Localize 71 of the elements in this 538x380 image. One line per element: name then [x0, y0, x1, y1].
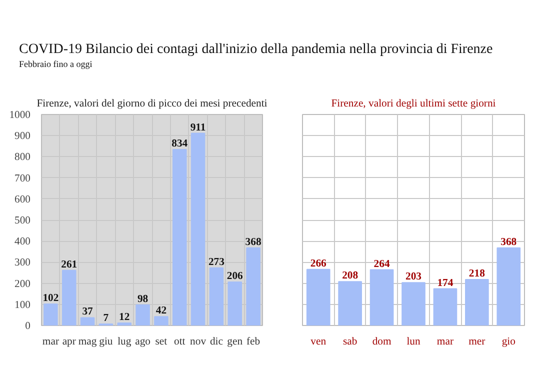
- y-tick-label: 300: [14, 258, 30, 269]
- bar: [228, 282, 242, 326]
- bar: [496, 247, 521, 326]
- data-label: 368: [500, 236, 517, 248]
- x-tick-label: dic: [210, 336, 224, 348]
- bar: [338, 281, 362, 326]
- y-tick-label: 800: [14, 152, 30, 164]
- x-tick-label: mar: [42, 336, 60, 348]
- data-label: 264: [374, 258, 390, 270]
- x-tick-label: ott: [174, 336, 186, 348]
- chart-title: Firenze, valori degli ultimi sette giorni: [331, 98, 496, 110]
- bar: [246, 247, 260, 326]
- data-label: 102: [42, 292, 59, 304]
- x-tick-label: gen: [227, 336, 244, 348]
- data-label: 218: [468, 268, 485, 280]
- data-label: 266: [310, 258, 328, 270]
- data-label: 834: [172, 138, 188, 150]
- x-tick-label: mar: [436, 336, 454, 348]
- bar: [136, 304, 150, 326]
- bar: [154, 316, 168, 326]
- x-tick-label: nov: [190, 336, 207, 348]
- data-label: 174: [437, 278, 454, 289]
- bar: [465, 279, 489, 326]
- y-tick-label: 600: [14, 194, 30, 206]
- bar: [433, 288, 458, 326]
- data-label: 42: [156, 306, 167, 317]
- data-label: 7: [103, 313, 110, 324]
- x-tick-label: mer: [468, 336, 486, 348]
- y-tick-label: 100: [14, 300, 30, 311]
- x-tick-label: apr: [62, 336, 76, 348]
- x-tick-label: lug: [118, 336, 132, 348]
- chart-title: Firenze, valori del giorno di picco dei mesi precedenti: [36, 98, 268, 110]
- data-label: 273: [208, 256, 224, 268]
- data-label: 203: [406, 272, 422, 283]
- y-tick-label: 400: [14, 236, 30, 248]
- bar: [44, 303, 58, 326]
- bar: [190, 132, 206, 326]
- x-tick-label: ven: [310, 336, 327, 348]
- x-tick-label: lun: [406, 336, 421, 348]
- bar: [402, 282, 426, 326]
- x-tick-label: dom: [372, 336, 392, 348]
- bar: [370, 269, 394, 326]
- y-tick-label: 0: [25, 321, 30, 332]
- text: COVID-19 Bilancio dei contagi dall'inizio della pandemia nella provincia di Firenze: [19, 41, 493, 58]
- x-tick-label: feb: [246, 336, 260, 348]
- data-label: 208: [342, 270, 358, 282]
- bar: [80, 317, 95, 326]
- x-tick-label: mag: [78, 336, 98, 348]
- data-label: 261: [61, 259, 78, 270]
- data-label: 37: [82, 306, 94, 318]
- bar: [62, 270, 76, 326]
- data-label: 98: [137, 294, 148, 305]
- x-tick-label: gio: [502, 336, 516, 348]
- x-tick-label: giu: [99, 336, 114, 348]
- y-tick-label: 1000: [9, 110, 30, 121]
- y-tick-label: 900: [14, 131, 30, 142]
- y-tick-label: 500: [14, 216, 30, 226]
- y-tick-label: 700: [14, 173, 30, 184]
- data-label: 368: [245, 236, 262, 248]
- data-label: 911: [190, 122, 206, 134]
- bar: [117, 322, 132, 326]
- y-tick-label: 200: [14, 278, 30, 290]
- bar: [306, 268, 330, 326]
- x-tick-label: sab: [342, 336, 358, 348]
- x-tick-label: ago: [135, 336, 150, 348]
- data-label: 12: [119, 312, 130, 323]
- bar: [172, 149, 187, 326]
- bar: [209, 267, 224, 326]
- data-label: 206: [226, 271, 244, 282]
- text: Febbraio fino a oggi: [19, 58, 94, 70]
- x-tick-label: set: [155, 336, 168, 348]
